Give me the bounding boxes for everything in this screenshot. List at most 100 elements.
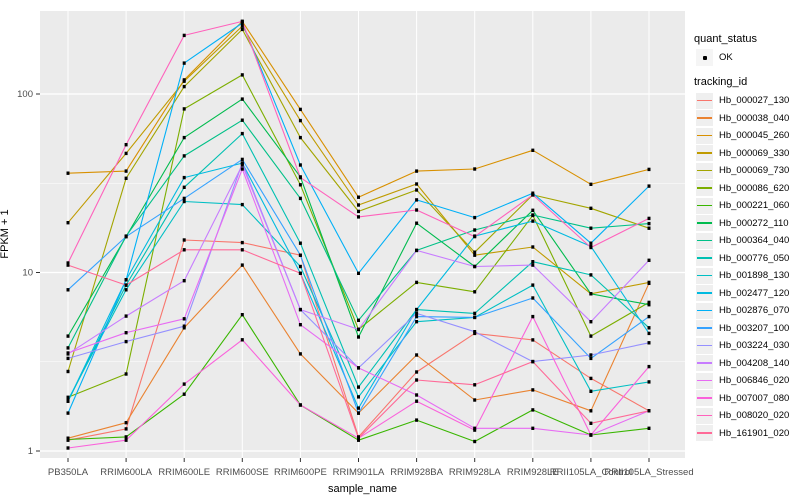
legend-item-Hb_161901_020: Hb_161901_020 — [696, 425, 789, 443]
data-point — [66, 395, 70, 399]
data-point — [415, 311, 419, 316]
data-point — [124, 278, 128, 282]
x-tick-label: RRIM928BA — [390, 467, 443, 478]
data-point — [240, 338, 244, 342]
legend-key-swatch — [696, 92, 713, 109]
data-point — [298, 135, 302, 140]
legend-key-swatch — [696, 250, 713, 267]
data-point — [240, 248, 244, 252]
legend-line-icon — [697, 379, 712, 382]
legend-item-label: Hb_001898_130 — [719, 270, 790, 282]
data-point — [589, 421, 593, 425]
data-point — [357, 195, 360, 199]
data-point — [182, 84, 186, 89]
legend-line-icon — [697, 169, 712, 172]
legend-key-swatch — [696, 110, 713, 127]
data-point — [298, 118, 302, 123]
data-point — [298, 264, 302, 269]
data-point — [647, 326, 651, 330]
data-point — [124, 339, 128, 344]
data-point — [473, 428, 477, 432]
data-point — [531, 388, 535, 392]
data-point — [182, 248, 186, 252]
data-point — [240, 97, 244, 101]
data-point — [298, 403, 302, 407]
data-point — [589, 320, 593, 324]
data-point — [240, 240, 244, 245]
data-point — [531, 359, 535, 364]
data-point — [473, 228, 477, 232]
data-point — [531, 219, 535, 223]
data-point — [589, 273, 593, 277]
legend-item-label: Hb_000776_050 — [719, 252, 790, 264]
data-point — [473, 330, 477, 334]
legend-item-label: Hb_006846_020 — [719, 375, 790, 387]
x-tick-label: RRIM600SE — [216, 467, 269, 478]
data-point — [240, 73, 244, 77]
legend-key-swatch — [696, 425, 713, 442]
legend-item-label: Hb_000069_730 — [719, 165, 790, 177]
legend-item-label: Hb_008020_020 — [719, 410, 790, 422]
legend-line-icon — [697, 397, 712, 399]
legend-item-Hb_003224_030: Hb_003224_030 — [696, 337, 789, 355]
data-point — [531, 193, 535, 197]
y-axis-title: FPKM + 1 — [0, 209, 11, 259]
data-point — [589, 226, 593, 230]
legend-item-label: Hb_004208_140 — [719, 357, 790, 369]
legend-line-icon — [697, 99, 712, 102]
x-tick-label: RRIM928LE — [507, 467, 559, 478]
legend-item-Hb_000027_130: Hb_000027_130 — [696, 92, 789, 110]
data-point — [298, 183, 302, 187]
data-point — [298, 175, 302, 180]
data-point — [124, 438, 128, 442]
data-point — [415, 208, 419, 212]
legend-line-icon — [697, 239, 712, 242]
legend-key-swatch — [696, 337, 713, 354]
x-tick-label: RRII105LA_Stressed — [604, 467, 693, 478]
data-point — [647, 426, 651, 430]
data-point — [415, 198, 419, 202]
legend-line-icon — [697, 204, 712, 207]
legend-key-swatch — [696, 267, 713, 284]
point-symbol-icon — [703, 55, 707, 60]
legend-line-icon — [697, 344, 712, 347]
legend-item-Hb_006846_020: Hb_006846_020 — [696, 372, 789, 390]
data-point — [415, 307, 419, 312]
data-point — [357, 385, 360, 389]
data-point — [240, 161, 244, 165]
data-point — [415, 370, 419, 374]
data-point — [531, 338, 535, 342]
data-point — [589, 353, 593, 357]
data-point — [66, 369, 70, 374]
data-point — [473, 253, 477, 257]
data-point — [647, 221, 651, 226]
quant-ok-key — [696, 48, 713, 66]
legend-key-swatch — [696, 355, 713, 372]
data-point — [357, 215, 360, 219]
data-point — [357, 438, 360, 442]
data-point — [647, 331, 651, 336]
data-point — [124, 372, 128, 376]
data-point — [182, 238, 186, 242]
data-point — [589, 356, 593, 361]
data-point — [415, 418, 419, 422]
data-point — [240, 202, 244, 207]
legend-key-swatch — [696, 372, 713, 389]
data-point — [240, 313, 244, 317]
data-point — [182, 324, 186, 328]
legend-item-Hb_000272_110: Hb_000272_110 — [696, 215, 789, 233]
data-point — [298, 253, 302, 257]
legend-line-icon — [697, 222, 712, 224]
data-point — [473, 215, 477, 220]
legend-line-icon — [697, 274, 712, 277]
legend-line-icon — [697, 414, 712, 417]
data-point — [589, 182, 593, 186]
data-point — [240, 157, 244, 162]
data-point — [473, 264, 477, 269]
data-point — [124, 435, 128, 439]
legend-key-swatch — [696, 197, 713, 214]
data-point — [182, 175, 186, 180]
legend-title-quant-status: quant_status — [694, 33, 757, 45]
legend-item-Hb_007007_080: Hb_007007_080 — [696, 390, 789, 408]
data-point — [124, 314, 128, 318]
